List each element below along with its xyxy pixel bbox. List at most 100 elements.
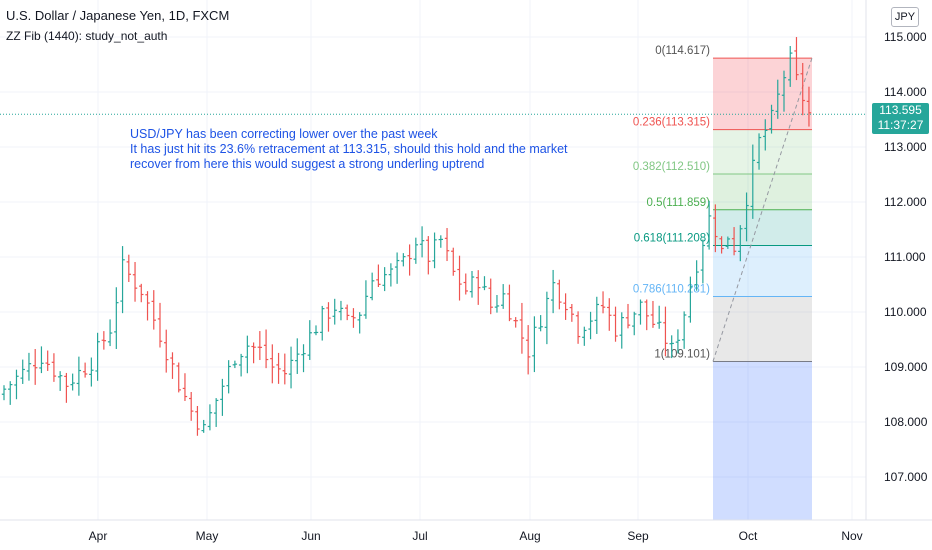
ohlc-bar bbox=[39, 346, 44, 374]
ohlc-bar bbox=[357, 312, 362, 334]
ohlc-bar bbox=[45, 350, 50, 371]
ohlc-bar bbox=[619, 312, 624, 349]
ohlc-bar bbox=[64, 372, 69, 403]
fib-level-label: 0.786(110.281) bbox=[633, 284, 710, 296]
ohlc-bar bbox=[263, 329, 269, 369]
ohlc-bar bbox=[744, 192, 749, 242]
ohlc-bar bbox=[382, 267, 387, 292]
ohlc-bar bbox=[575, 311, 581, 344]
y-tick-label: 111.000 bbox=[884, 250, 926, 264]
ohlc-bar bbox=[438, 235, 443, 248]
last-price-label: 113.595 11:37:27 bbox=[872, 103, 929, 134]
x-tick-label: May bbox=[196, 529, 219, 543]
fib-zone bbox=[713, 58, 812, 130]
fib-level-label: 0.5(111.859) bbox=[646, 197, 710, 209]
ohlc-bar bbox=[276, 352, 281, 384]
ohlc-bar bbox=[407, 244, 412, 276]
ohlc-bar bbox=[82, 362, 88, 378]
ohlc-bar bbox=[132, 261, 138, 302]
ohlc-bar bbox=[207, 404, 213, 431]
x-tick-label: Sep bbox=[627, 529, 649, 543]
fib-level-label: 0.382(112.510) bbox=[633, 161, 710, 173]
ohlc-bar bbox=[1, 385, 7, 401]
ohlc-bar bbox=[638, 299, 643, 325]
x-tick-label: Aug bbox=[519, 529, 540, 543]
fib-level-label: 0.236(113.315) bbox=[633, 117, 710, 129]
ohlc-bar bbox=[220, 378, 225, 416]
ohlc-bar bbox=[345, 304, 350, 321]
ohlc-bar bbox=[213, 398, 219, 427]
ohlc-bar bbox=[251, 342, 256, 364]
ohlc-bar bbox=[444, 228, 450, 262]
ohlc-bar bbox=[781, 70, 787, 112]
fib-level-label: 1(109.101) bbox=[654, 348, 710, 360]
y-tick-label: 114.000 bbox=[884, 85, 927, 99]
currency-button[interactable]: JPY bbox=[891, 7, 919, 27]
ohlc-bar bbox=[126, 254, 131, 282]
ohlc-bar bbox=[164, 329, 169, 373]
ohlc-bar bbox=[669, 335, 674, 359]
fib-zone bbox=[713, 129, 812, 174]
ohlc-bar bbox=[176, 362, 181, 393]
fib-zone bbox=[713, 209, 812, 246]
ohlc-bar bbox=[288, 346, 294, 389]
ohlc-bar bbox=[594, 296, 599, 334]
fib-zone bbox=[713, 245, 812, 297]
annotation-line: It has just hit its 23.6% retracement at… bbox=[130, 142, 568, 156]
ohlc-bar bbox=[731, 227, 737, 256]
ohlc-bar bbox=[519, 302, 525, 354]
ohlc-bar bbox=[33, 349, 38, 385]
symbol-title[interactable]: U.S. Dollar / Japanese Yen, 1D, FXCM bbox=[6, 8, 230, 23]
x-tick-label: Oct bbox=[739, 529, 758, 543]
study-legend[interactable]: ZZ Fib (1440): study_not_auth bbox=[6, 29, 168, 43]
ohlc-bar bbox=[738, 225, 743, 262]
ohlc-bar bbox=[513, 317, 518, 328]
ohlc-bar bbox=[582, 326, 587, 346]
ohlc-bar bbox=[501, 284, 506, 309]
ohlc-bar bbox=[663, 306, 668, 357]
ohlc-bar bbox=[507, 284, 512, 322]
ohlc-bar bbox=[295, 338, 300, 374]
fib-zone bbox=[713, 296, 812, 362]
y-tick-label: 109.000 bbox=[884, 360, 928, 374]
ohlc-bar bbox=[494, 294, 500, 313]
ohlc-bar bbox=[632, 311, 637, 336]
ohlc-bar bbox=[769, 104, 774, 134]
ohlc-bar bbox=[363, 280, 369, 319]
fib-level-label: 0.618(111.208) bbox=[634, 233, 710, 245]
ohlc-bar bbox=[457, 255, 462, 301]
grid-lines bbox=[0, 0, 866, 520]
ohlc-bar bbox=[688, 276, 693, 323]
ohlc-bar bbox=[657, 305, 662, 329]
time-axis[interactable]: Apr May Jun Jul Aug Sep Oct Nov bbox=[0, 519, 932, 543]
ohlc-bar bbox=[14, 369, 19, 400]
price-axis[interactable]: 107.000 108.000 109.000 110.000 111.000 112.0… bbox=[865, 0, 928, 520]
ohlc-bar bbox=[189, 392, 194, 421]
ohlc-bar bbox=[57, 371, 63, 391]
ohlc-bar bbox=[625, 303, 631, 329]
ohlc-bar bbox=[681, 311, 687, 349]
bar-countdown: 11:37:27 bbox=[877, 118, 924, 132]
y-tick-label: 107.000 bbox=[884, 470, 928, 484]
ohlc-bar bbox=[525, 325, 531, 375]
ohlc-bar bbox=[750, 144, 755, 219]
x-tick-label: Apr bbox=[89, 529, 108, 543]
fib-zone bbox=[713, 361, 812, 520]
ohlc-bar bbox=[182, 373, 188, 401]
ohlc-bar bbox=[563, 293, 568, 320]
last-price-value: 113.595 bbox=[879, 103, 922, 117]
ohlc-bar bbox=[794, 37, 799, 81]
ohlc-bar bbox=[26, 352, 32, 381]
ohlc-bar bbox=[756, 133, 762, 170]
ohlc-bar bbox=[120, 246, 125, 314]
fib-zone bbox=[713, 173, 812, 210]
ohlc-bar bbox=[157, 302, 163, 348]
annotation-text[interactable]: USD/JPY has been correcting lower over t… bbox=[130, 127, 568, 172]
ohlc-bar bbox=[51, 353, 57, 382]
ohlc-bar bbox=[806, 86, 812, 127]
fib-retracement[interactable]: 0(114.617) 0.236(113.315) 0.382(112.510) 0.… bbox=[633, 45, 813, 520]
ohlc-bar bbox=[538, 315, 543, 332]
ohlc-bar bbox=[600, 291, 606, 314]
ohlc-bar bbox=[532, 316, 537, 373]
